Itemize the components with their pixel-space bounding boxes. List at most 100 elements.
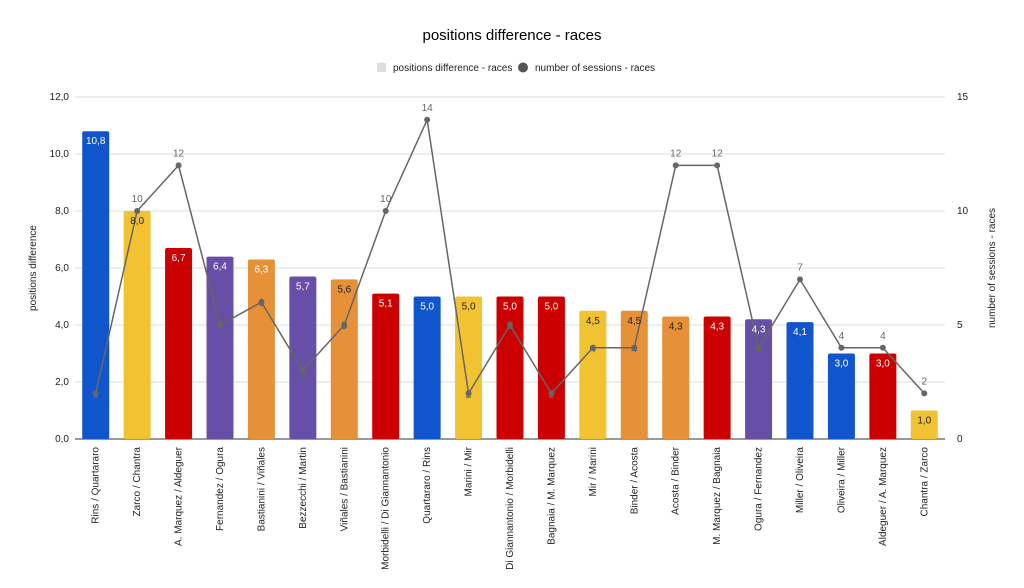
bar-data-label: 5,0 [503,302,517,313]
sessions-data-label: 2 [922,376,928,387]
legend-line-label: number of sessions - races [535,63,655,74]
bar [165,248,193,439]
sessions-data-label: 12 [712,148,724,159]
x-tick-label: Acosta / Binder [671,446,682,514]
sessions-data-label: 4 [880,331,886,342]
x-tick-label: Bagnaia / M. Marquez [546,447,557,545]
bar-data-label: 4,3 [669,321,683,332]
y-tick-label: 10,0 [50,149,70,160]
sessions-data-label: 12 [173,148,185,159]
bar [247,259,275,439]
x-tick-label: Morbidelli / Di Giannantonio [381,447,392,570]
bar-data-label: 6,3 [254,264,268,275]
bar-data-label: 5,6 [337,284,351,295]
sessions-data-label: 4 [590,344,596,355]
bar [869,353,897,439]
y2-axis-label: number of sessions - races [987,208,998,328]
x-tick-label: Mir / Marini [588,447,599,496]
x-tick-label: Bastianini / Viñales [256,447,267,531]
y2-tick-label: 15 [957,92,969,103]
sessions-data-label: 10 [132,194,144,205]
y-axis-label: positions difference [28,225,39,311]
bar-data-label: 5,1 [379,299,393,310]
x-tick-label: Quartararo / Rins [422,447,433,524]
sessions-point [589,344,596,351]
sessions-point [217,322,223,328]
sessions-data-label: 5 [217,321,223,332]
sessions-point [382,208,389,214]
y-tick-label: 6,0 [55,263,69,274]
bar-data-label: 8,0 [130,216,144,227]
sessions-point [879,344,886,351]
sessions-point [92,390,99,397]
sessions-point [672,162,679,169]
x-tick-label: Zarco / Chantra [132,447,143,517]
sessions-point [755,344,762,351]
bar-data-label: 4,3 [752,324,766,335]
x-tick-label: Binder / Acosta [629,447,640,515]
x-tick-label: Aldeguer / A. Marquez [878,447,889,546]
y-tick-label: 8,0 [55,206,69,217]
sessions-data-label: 4 [839,331,845,342]
x-tick-label: Ogura / Fernandez [754,447,765,531]
bar-data-label: 4,3 [710,321,724,332]
sessions-data-label: 2 [549,389,555,400]
sessions-point [507,322,513,328]
bar [123,211,151,439]
bar-data-label: 3,0 [876,359,890,370]
bar [496,296,524,439]
x-tick-label: Fernandez / Ogura [215,447,226,531]
bar [745,319,773,439]
y-tick-label: 2,0 [55,377,69,388]
bar-data-label: 10,8 [86,136,106,147]
sessions-point [424,116,431,123]
sessions-point [465,390,472,397]
x-tick-label: Oliveira / Miller [836,446,847,513]
sessions-point [714,162,721,169]
bar [579,310,607,439]
bar [620,310,648,439]
bar [827,353,855,439]
chart-title: positions difference - races [423,27,602,44]
sessions-data-label: 5 [507,321,513,332]
y2-tick-label: 5 [957,320,963,331]
bar [289,276,317,439]
sessions-point [299,367,306,374]
y-tick-label: 0,0 [55,434,69,445]
x-tick-label: Miller / Oliveira [795,447,806,514]
bar [413,296,441,439]
bar-data-label: 5,0 [462,302,476,313]
bar [537,296,565,439]
sessions-data-label: 14 [422,103,434,114]
bar-data-label: 1,0 [917,416,931,427]
bar-data-label: 6,4 [213,262,227,273]
sessions-data-label: 6 [259,298,265,309]
y-tick-label: 4,0 [55,320,69,331]
x-tick-label: Di Giannantonio / Morbidelli [505,447,516,570]
legend-bar-label: positions difference - races [393,63,512,74]
bar [910,410,938,439]
sessions-point [258,299,265,306]
sessions-point [134,208,141,214]
sessions-point [921,390,928,397]
bar [786,322,814,439]
sessions-point [175,162,182,169]
bar-data-label: 5,7 [296,282,310,293]
x-tick-label: Marini / Mir [464,446,475,496]
sessions-data-label: 5 [342,321,348,332]
x-tick-label: Chantra / Zarco [919,447,930,517]
bar-data-label: 5,0 [544,302,558,313]
legend-line-swatch [518,62,528,73]
bar-data-label: 3,0 [834,359,848,370]
sessions-data-label: 10 [380,194,392,205]
bar-data-label: 6,7 [172,253,186,264]
sessions-data-label: 2 [93,389,99,400]
x-tick-label: Rins / Quartararo [91,447,102,524]
bar-data-label: 4,5 [627,316,641,327]
bar [330,279,358,439]
y2-tick-label: 10 [957,206,969,217]
bar-data-label: 5,0 [420,302,434,313]
sessions-point [631,344,638,351]
